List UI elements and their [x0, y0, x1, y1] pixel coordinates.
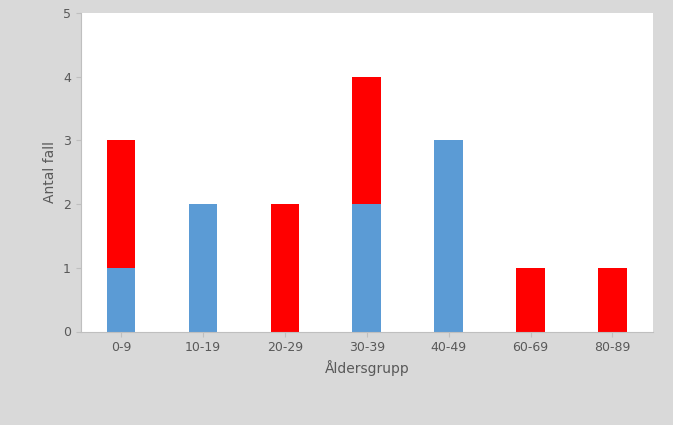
- Y-axis label: Antal fall: Antal fall: [44, 141, 57, 203]
- Bar: [107, 140, 135, 268]
- Bar: [353, 76, 381, 204]
- Bar: [188, 204, 217, 332]
- Bar: [353, 204, 381, 332]
- X-axis label: Åldersgrupp: Åldersgrupp: [324, 360, 409, 376]
- Bar: [434, 140, 463, 332]
- Bar: [271, 204, 299, 332]
- Bar: [516, 268, 545, 332]
- Bar: [598, 268, 627, 332]
- Bar: [107, 268, 135, 332]
